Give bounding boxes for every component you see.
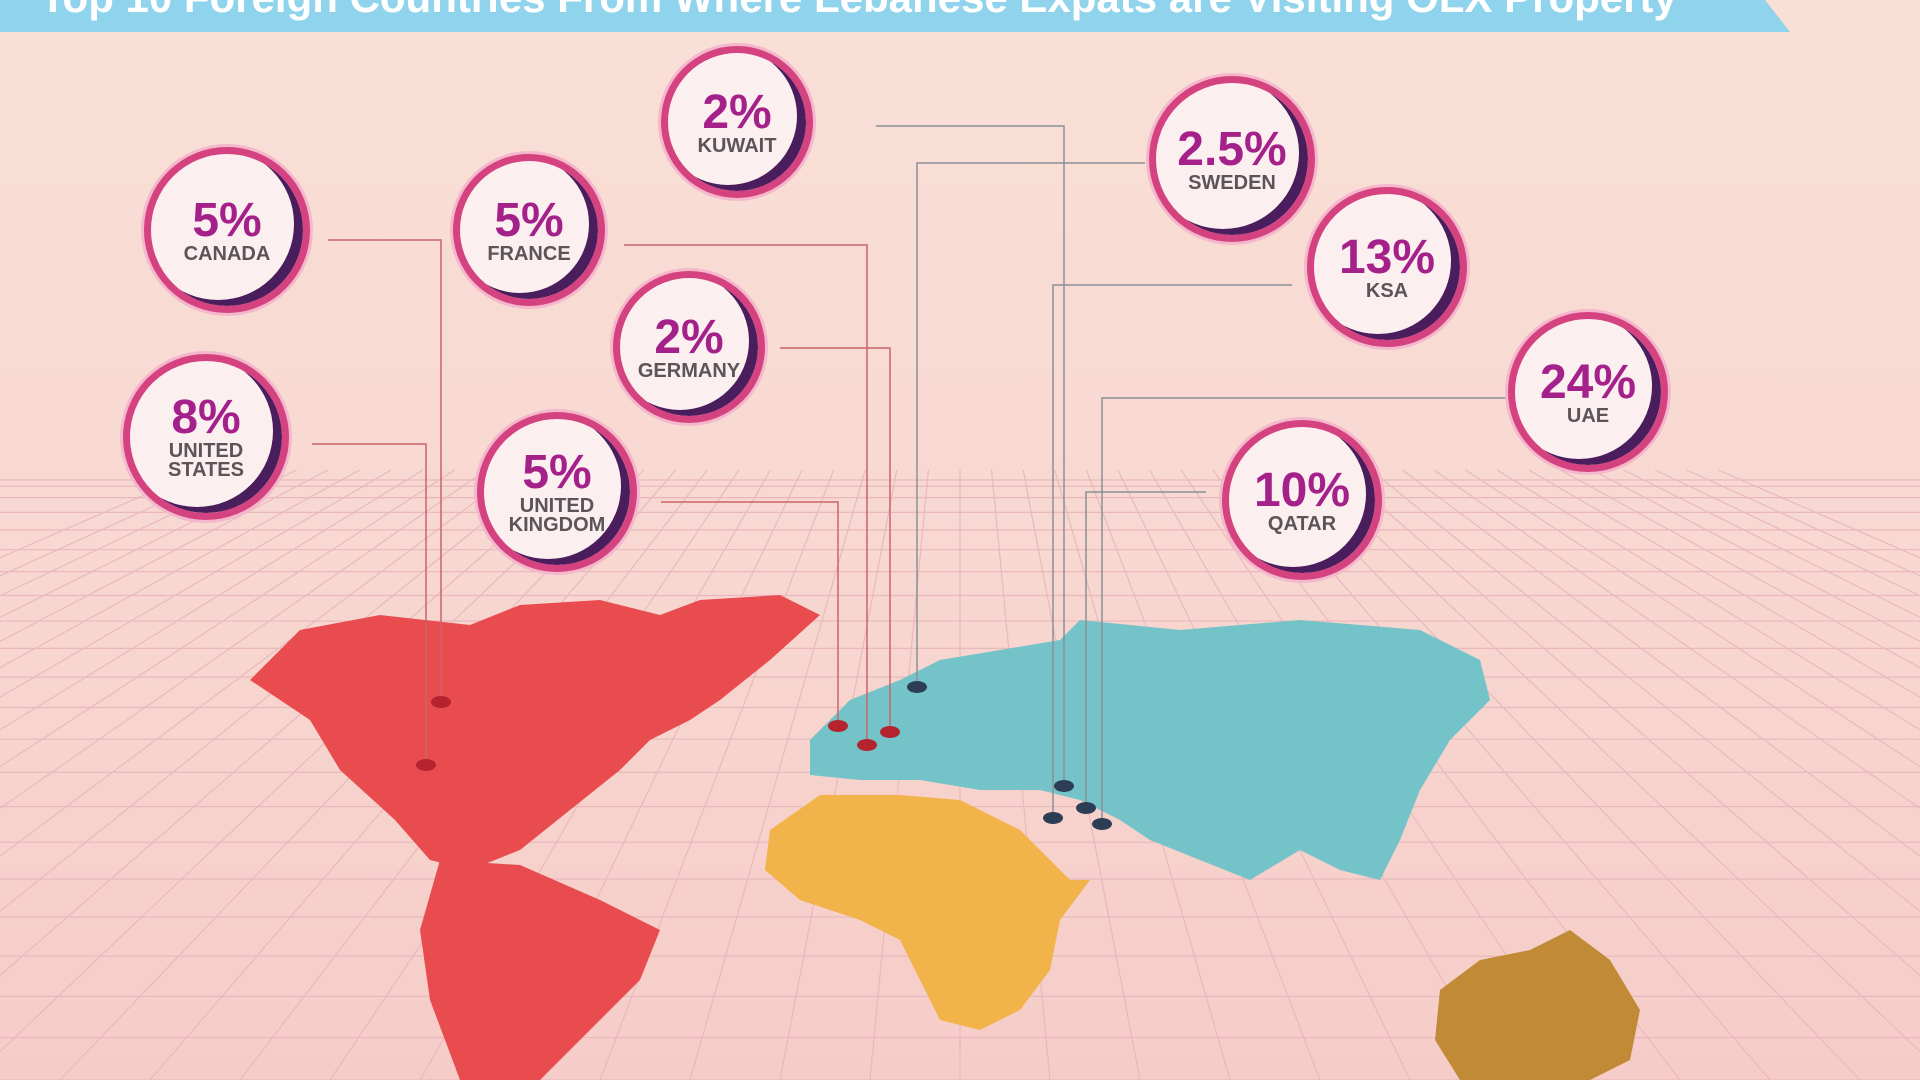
- country-name: UNITED STATES: [168, 440, 244, 481]
- country-bubble: 2.5% SWEDEN: [1149, 76, 1315, 242]
- grid-line: [1686, 469, 1920, 577]
- location-dot: [880, 726, 900, 738]
- country-bubble: 8% UNITED STATES: [123, 354, 289, 520]
- north-america: [250, 595, 820, 870]
- country-name: QATAR: [1267, 512, 1337, 535]
- leader-line: [1052, 284, 1292, 818]
- leader-line: [1101, 397, 1506, 824]
- grid-line: [0, 469, 202, 559]
- title-banner: [0, 0, 1790, 32]
- location-dot: [857, 739, 877, 751]
- percent: 5%: [494, 193, 564, 247]
- africa: [765, 795, 1090, 1030]
- percent: 5%: [192, 193, 262, 247]
- country-bubble: 10% QATAR: [1222, 420, 1382, 580]
- country-bubble: 5% UNITED KINGDOM: [477, 412, 637, 572]
- country-name: SWEDEN: [1188, 171, 1276, 194]
- leader-line: [312, 443, 427, 765]
- percent: 2.5%: [1177, 122, 1287, 176]
- country-name: CANADA: [183, 242, 271, 265]
- grid-line: [0, 469, 266, 597]
- leader-line: [328, 239, 442, 702]
- percent: 10%: [1253, 463, 1351, 517]
- grid-line: [1654, 469, 1920, 597]
- country-name: UNITED KINGDOM: [508, 495, 606, 536]
- location-dot: [431, 696, 451, 708]
- grid-line: [0, 469, 234, 577]
- country-name: FRANCE: [487, 242, 571, 265]
- country-bubble: 24% UAE: [1508, 312, 1668, 472]
- location-dot: [1054, 780, 1074, 792]
- percent: 2%: [654, 310, 724, 364]
- grid-line: [0, 469, 360, 669]
- country-name: KSA: [1365, 279, 1409, 302]
- location-dot: [1076, 802, 1096, 814]
- grid-line: [0, 469, 329, 643]
- location-dot: [907, 681, 927, 693]
- australia: [1435, 930, 1640, 1080]
- grid-line: [0, 469, 392, 698]
- percent: 13%: [1338, 230, 1436, 284]
- percent: 8%: [171, 391, 241, 444]
- grid-line: [1591, 469, 1920, 643]
- country-bubble: 5% CANADA: [144, 147, 310, 313]
- leader-line: [780, 347, 891, 732]
- location-dot: [828, 720, 848, 732]
- percent: 5%: [522, 446, 592, 499]
- country-name: UAE: [1566, 404, 1610, 427]
- country-name: KUWAIT: [697, 134, 777, 157]
- country-bubble: 5% FRANCE: [453, 154, 605, 306]
- percent: 2%: [702, 85, 772, 139]
- leader-line: [661, 501, 839, 726]
- grid-line: [1718, 469, 1920, 559]
- location-dot: [416, 759, 436, 771]
- south-america: [420, 860, 660, 1080]
- location-dot: [1092, 818, 1112, 830]
- leader-line: [624, 244, 868, 745]
- leader-line: [876, 125, 1065, 786]
- country-bubble: 2% KUWAIT: [661, 46, 813, 198]
- country-name: GERMANY: [637, 359, 741, 382]
- country-bubble: 2% GERMANY: [613, 271, 765, 423]
- eurasia: [810, 620, 1490, 880]
- title: Top 10 Foreign Countries From Where Leba…: [40, 0, 1677, 22]
- leader-line: [916, 162, 1145, 687]
- country-bubble: 13% KSA: [1307, 187, 1467, 347]
- leader-line: [1085, 491, 1206, 808]
- leader-lines: [312, 125, 1506, 830]
- percent: 24%: [1539, 355, 1637, 409]
- location-dot: [1043, 812, 1063, 824]
